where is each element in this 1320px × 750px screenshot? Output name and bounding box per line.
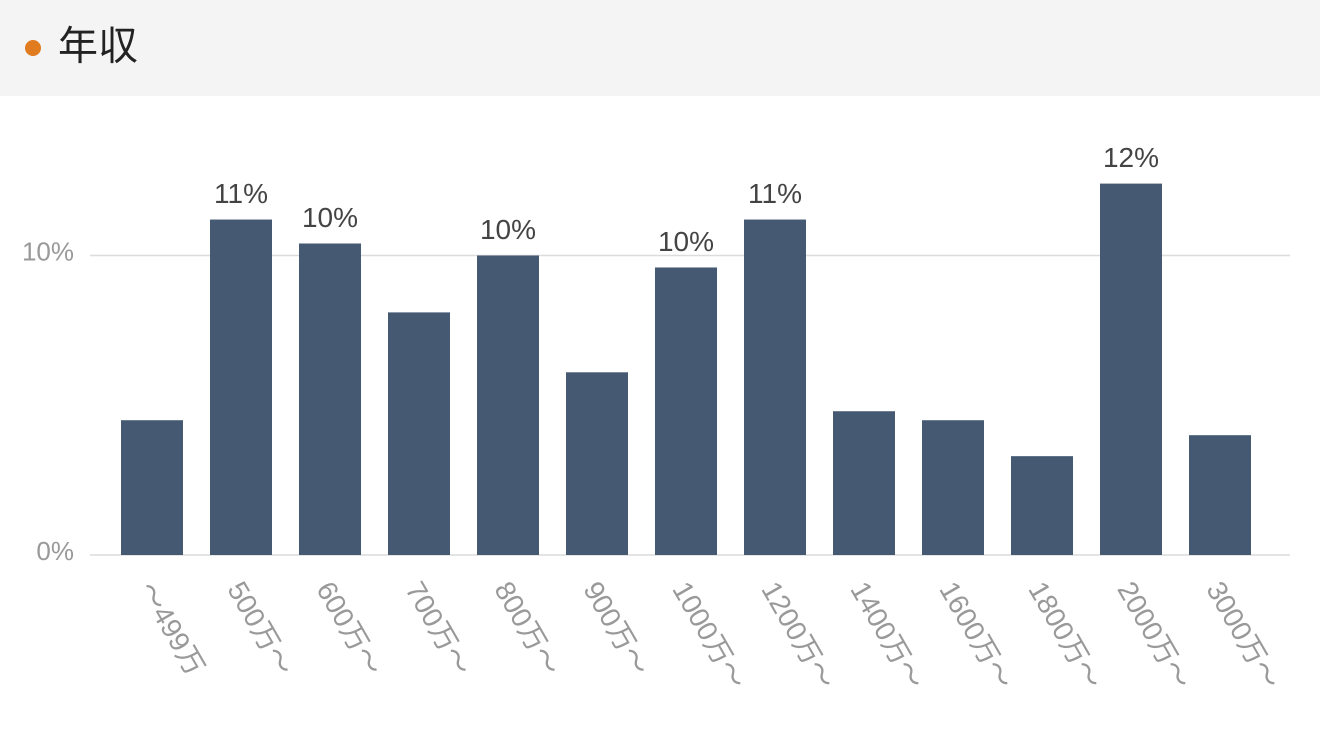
- value-label: 11%: [214, 178, 268, 209]
- x-tick-label: 〜499万: [132, 576, 210, 680]
- header-band: [0, 0, 1320, 96]
- bar: [210, 219, 272, 555]
- bar: [566, 372, 628, 555]
- bar: [477, 255, 539, 555]
- y-tick-label: 0%: [36, 536, 74, 566]
- x-tick-label: 1000万〜: [666, 576, 752, 694]
- value-label: 10%: [658, 226, 714, 257]
- bar: [655, 267, 717, 555]
- bar: [1011, 456, 1073, 555]
- bar: [299, 243, 361, 555]
- x-tick-label: 900万〜: [577, 576, 655, 680]
- bar: [744, 219, 806, 555]
- x-tick-label: 1800万〜: [1022, 576, 1108, 694]
- title-dot: [25, 40, 41, 56]
- bar: [388, 312, 450, 555]
- x-tick-label: 700万〜: [399, 576, 477, 680]
- value-label: 10%: [480, 214, 536, 245]
- value-label: 12%: [1103, 142, 1159, 173]
- x-tick-label: 600万〜: [310, 576, 388, 680]
- bar: [1189, 435, 1251, 555]
- x-tick-label: 1200万〜: [755, 576, 841, 694]
- chart-title: 年収: [58, 25, 138, 69]
- bar: [833, 411, 895, 555]
- y-tick-label: 10%: [22, 236, 74, 266]
- bar: [121, 420, 183, 555]
- x-tick-label: 500万〜: [221, 576, 299, 680]
- bar: [1100, 183, 1162, 555]
- x-tick-label: 2000万〜: [1111, 576, 1197, 694]
- value-label: 11%: [748, 178, 802, 209]
- x-tick-label: 1600万〜: [933, 576, 1019, 694]
- x-tick-label: 800万〜: [488, 576, 566, 680]
- value-label: 10%: [302, 202, 358, 233]
- bar: [922, 420, 984, 555]
- x-tick-label: 1400万〜: [844, 576, 930, 694]
- x-tick-label: 3000万〜: [1200, 576, 1286, 694]
